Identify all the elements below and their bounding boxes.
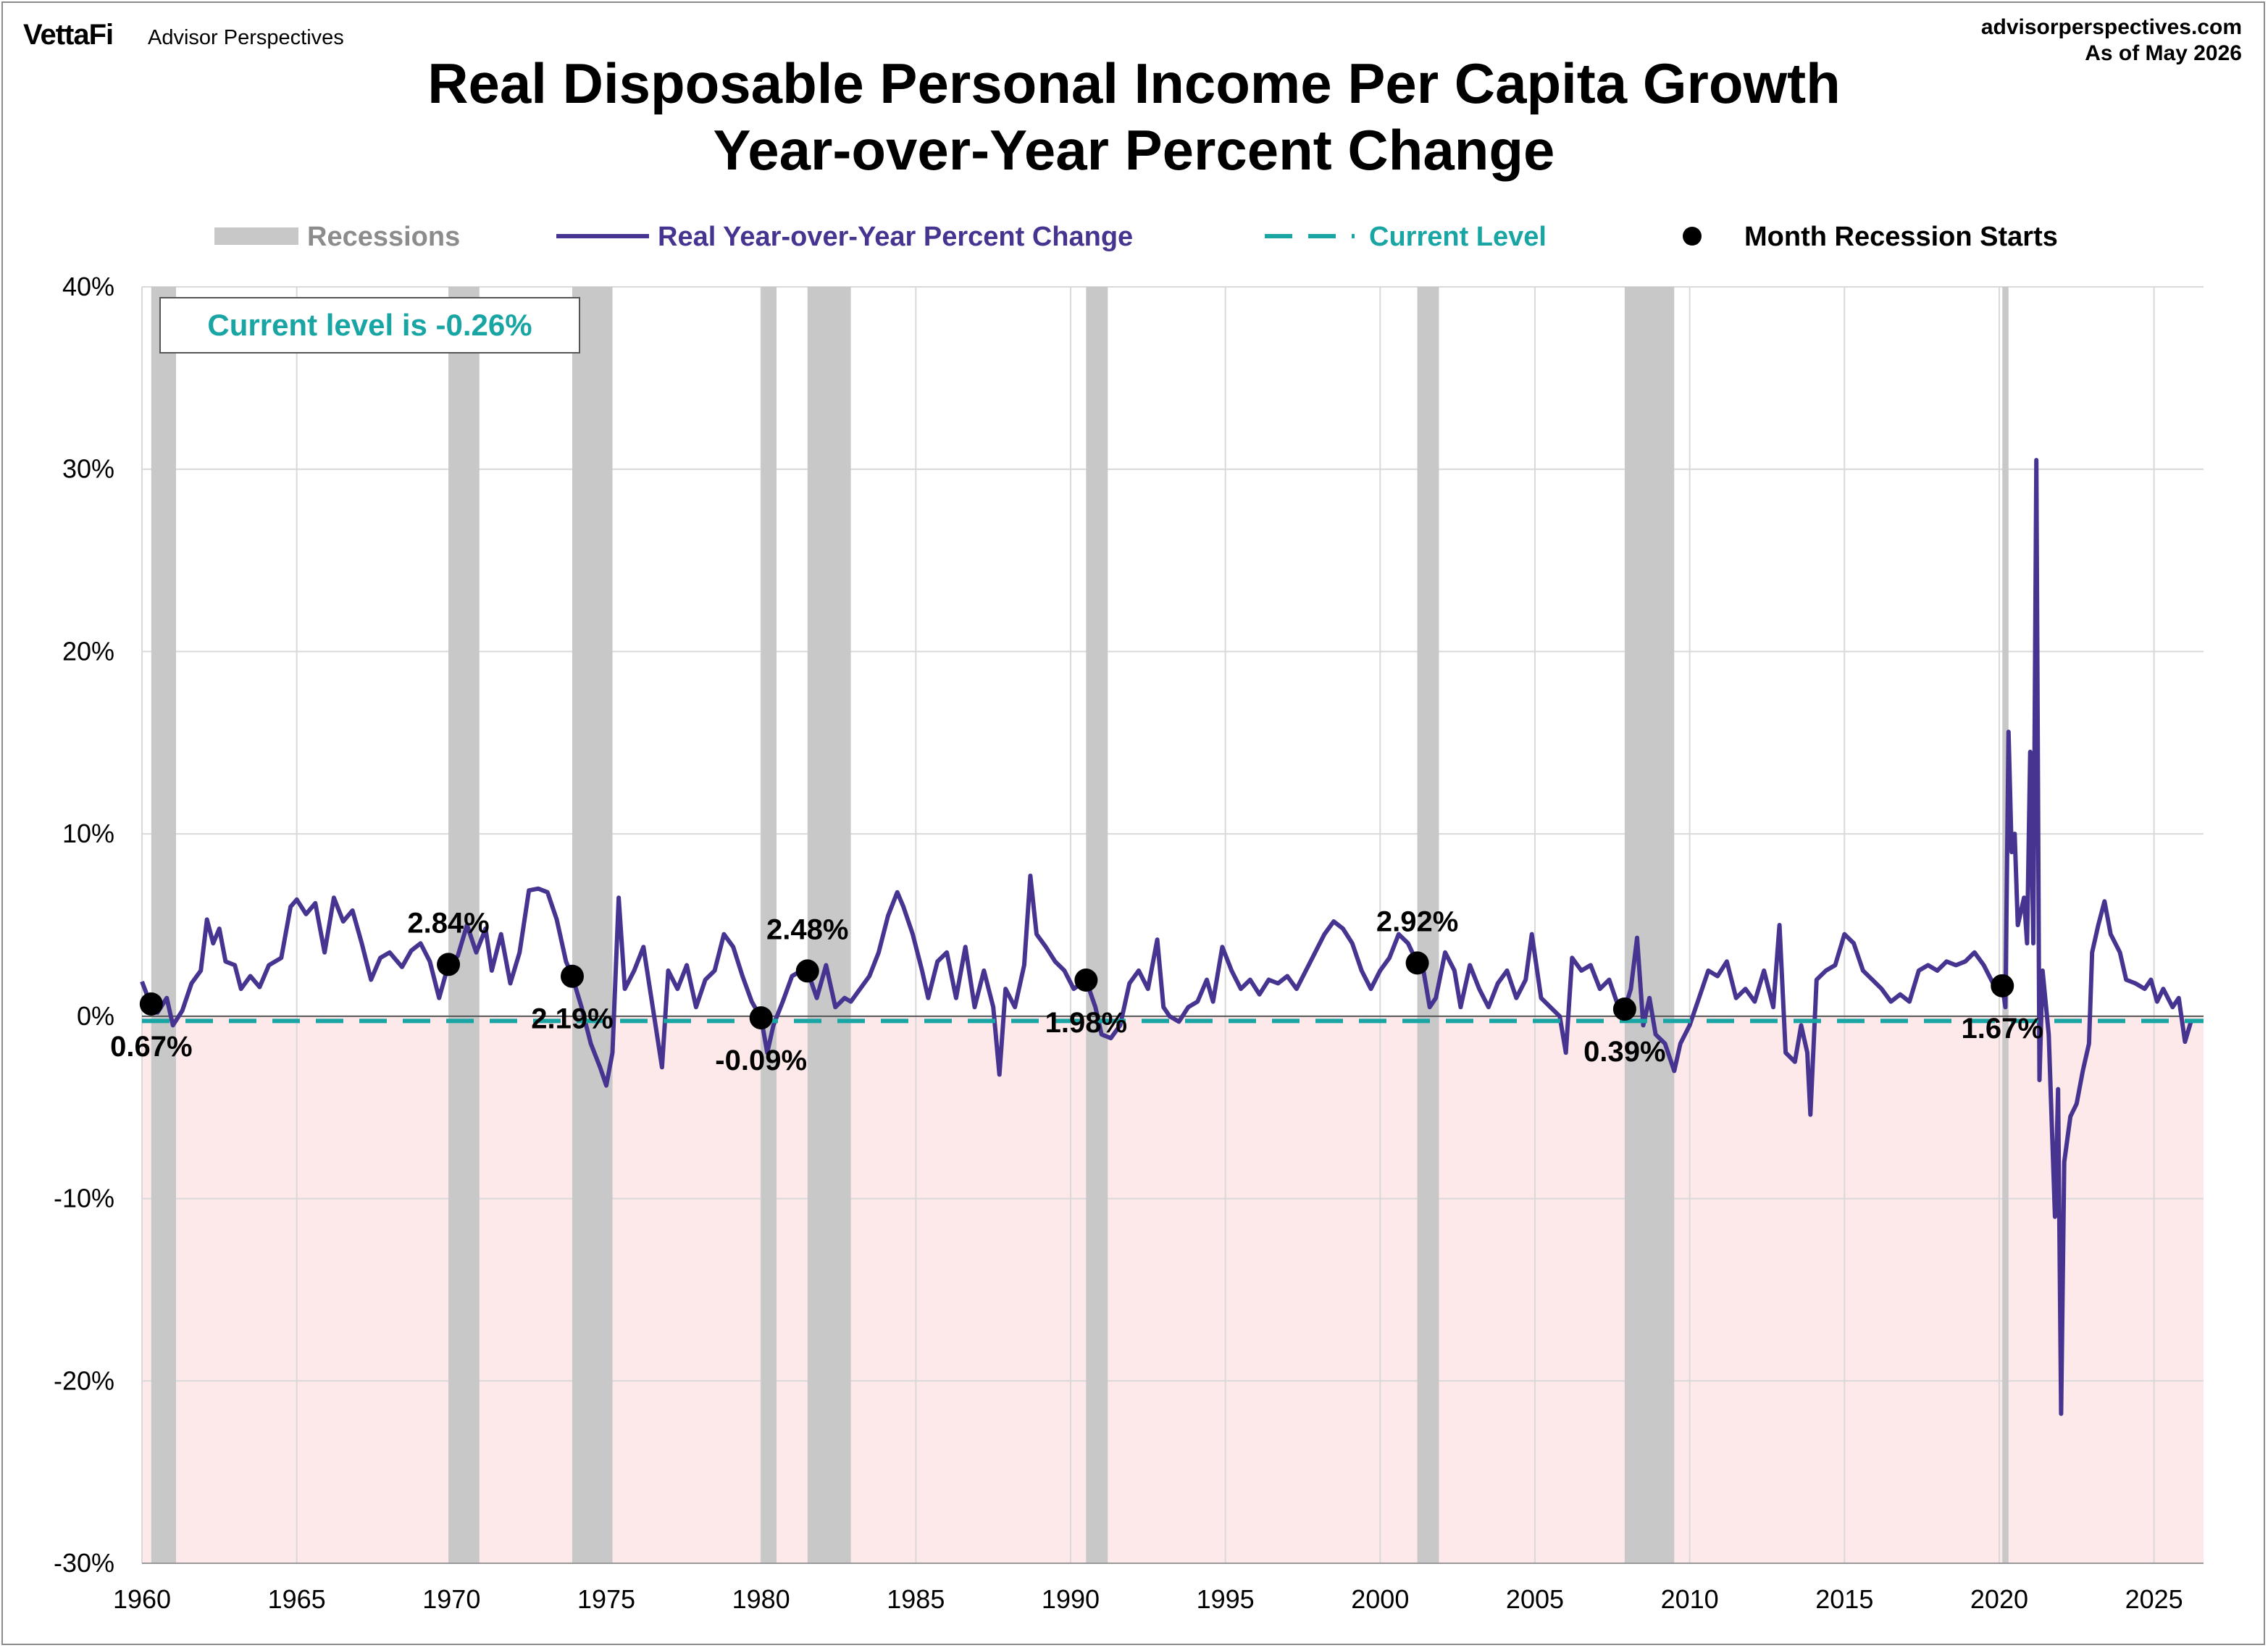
recession-band	[1086, 287, 1108, 1563]
recession-start-dots: 0.67% 2.84% 2.19% -0.09% 2.48% 1.98% 2.92% 0.39…	[110, 905, 2043, 1076]
recession-band	[1417, 287, 1439, 1563]
negative-zone	[142, 1016, 2204, 1563]
x-tick-label: 1975	[577, 1584, 635, 1614]
vettafi-logo: VettaFi	[23, 19, 114, 51]
recession-start-label: 1.98%	[1045, 1007, 1127, 1039]
x-tick-label: 2005	[1506, 1584, 1564, 1614]
recession-band	[807, 287, 851, 1563]
recession-start-label: 2.84%	[407, 907, 489, 939]
legend-label: Recessions	[307, 222, 460, 252]
x-tick-label: 2015	[1815, 1584, 1873, 1614]
recession-start-label: 0.67%	[110, 1031, 192, 1063]
recession-start-dot	[1612, 997, 1636, 1021]
legend-label: Real Year-over-Year Percent Change	[658, 222, 1133, 252]
recession-start-dot	[1405, 951, 1429, 975]
y-tick-label: -30%	[54, 1548, 114, 1578]
y-tick-label: -10%	[54, 1184, 114, 1213]
recession-start-label: 0.39%	[1583, 1036, 1665, 1068]
legend: Recessions Real Year-over-Year Percent Ch…	[214, 222, 2058, 252]
recession-start-label: 2.92%	[1376, 905, 1458, 937]
x-tick-label: 1980	[732, 1584, 790, 1614]
x-axis: 1960 1965 1970 1975 1980 1985 1990 1995 2000 2005…	[113, 1563, 2204, 1614]
site-url: advisorperspectives.com	[1980, 15, 2242, 39]
x-tick-label: 1965	[268, 1584, 326, 1614]
series-line	[140, 458, 2193, 1416]
chart-title: Real Disposable Personal Income Per Capi…	[427, 51, 1841, 115]
as-of-date: As of May 2026	[2085, 41, 2242, 65]
legend-label: Current Level	[1369, 222, 1547, 252]
recession-start-label: 1.67%	[1962, 1013, 2043, 1045]
recession-start-label: 2.19%	[531, 1003, 613, 1035]
x-tick-label: 2010	[1661, 1584, 1719, 1614]
legend-label: Month Recession Starts	[1744, 222, 2058, 252]
recession-bands	[151, 287, 2009, 1563]
y-tick-label: -20%	[54, 1365, 114, 1395]
x-tick-label: 1990	[1042, 1584, 1100, 1614]
x-tick-label: 1985	[887, 1584, 945, 1614]
legend-dot-swatch	[1683, 227, 1702, 246]
legend-recession-swatch	[214, 227, 298, 245]
negative-zone-fill	[142, 1016, 2204, 1563]
y-axis: 40% 30% 20% 10% 0% -10% -20% -30%	[54, 272, 114, 1578]
x-tick-label: 2000	[1351, 1584, 1409, 1614]
recession-start-dot	[1991, 974, 2014, 997]
recession-start-dot	[1074, 969, 1098, 992]
recession-start-dot	[749, 1006, 773, 1030]
current-level-note: Current level is -0.26%	[159, 297, 580, 354]
y-tick-label: 30%	[62, 454, 114, 484]
chart-subtitle: Year-over-Year Percent Change	[713, 118, 1555, 182]
x-tick-label: 1970	[422, 1584, 480, 1614]
recession-start-dot	[560, 964, 584, 988]
y-tick-label: 10%	[62, 819, 114, 848]
series-layer	[140, 458, 2193, 1416]
recession-start-dot	[139, 992, 163, 1016]
y-tick-label: 20%	[62, 636, 114, 666]
x-tick-label: 1995	[1197, 1584, 1255, 1614]
recession-band	[448, 287, 480, 1563]
x-tick-label: 2020	[1970, 1584, 2028, 1614]
recession-band	[151, 287, 177, 1563]
recession-start-dot	[437, 953, 461, 976]
y-tick-label: 0%	[77, 1001, 114, 1031]
source-block: advisorperspectives.com As of May 2026	[1981, 14, 2242, 67]
recession-start-label: 2.48%	[766, 913, 848, 945]
recession-band	[572, 287, 613, 1563]
recession-start-dot	[795, 959, 819, 983]
logo-subtitle: Advisor Perspectives	[148, 26, 344, 49]
recession-start-label: -0.09%	[715, 1045, 807, 1076]
x-tick-label: 2025	[2125, 1584, 2183, 1614]
recession-band	[761, 287, 777, 1563]
x-tick-label: 1960	[113, 1584, 171, 1614]
y-tick-label: 40%	[62, 272, 114, 301]
recession-band	[1624, 287, 1675, 1563]
